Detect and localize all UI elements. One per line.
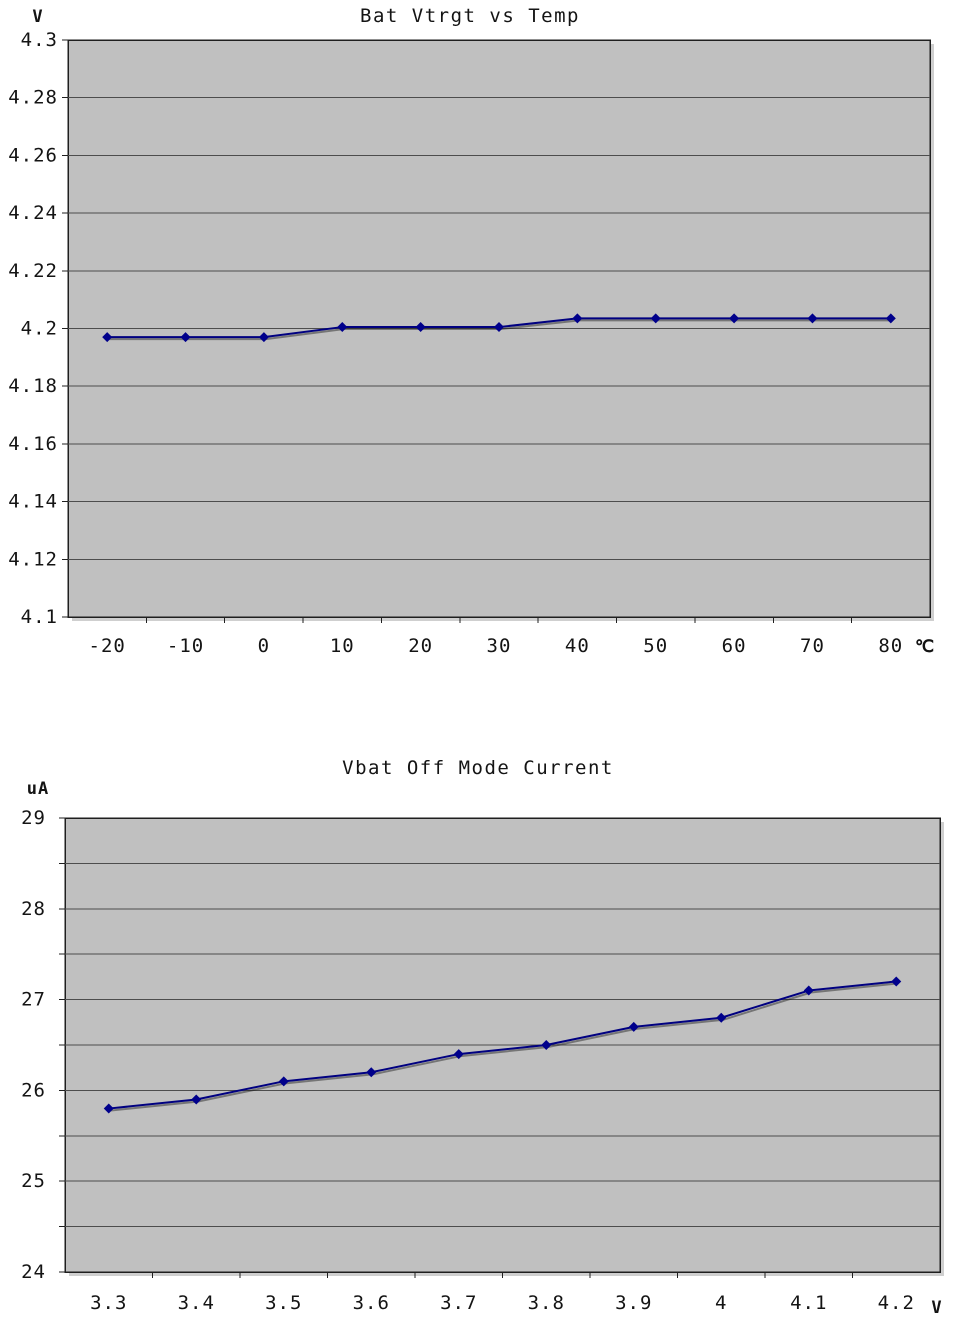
data-point-marker <box>415 322 426 333</box>
data-point-marker <box>803 985 814 996</box>
x-tick-label: 80 <box>878 635 903 657</box>
chart-bat-vtrgt-vs-temp: 4.1 4.12 4.14 4.16 4.18 4.2 4.22 4.24 4.26 4.28 4.… <box>8 5 935 657</box>
data-point-marker <box>572 313 583 324</box>
data-point-marker <box>628 1021 639 1032</box>
x-tick-label: 4.1 <box>790 1292 827 1314</box>
chart-title: Bat Vtrgt vs Temp <box>360 5 580 27</box>
x-tick-label: 4 <box>715 1292 727 1314</box>
x-tick-label: 0 <box>258 635 270 657</box>
data-point-marker <box>180 332 191 343</box>
x-tick-label: 10 <box>330 635 355 657</box>
y-tick-label: 4.24 <box>8 202 58 224</box>
y-unit-label: V <box>32 7 43 27</box>
data-point-marker <box>366 1067 377 1078</box>
plot-layer: 4.1 4.12 4.14 4.16 4.18 4.2 4.22 4.24 4.26 4.28 4.… <box>8 29 934 657</box>
y-tick-label: 4.18 <box>8 375 58 397</box>
bat-vtrgt-chart-canvas: 4.1 4.12 4.14 4.16 4.18 4.2 4.22 4.24 4.26 4.28 4.… <box>8 5 935 657</box>
x-tick-label: 60 <box>722 635 747 657</box>
x-unit-label: V <box>931 1298 942 1318</box>
vbat-off-mode-chart-canvas: 24 25 26 27 28 29 3.3 3.4 3.5 3.6 3.7 3.8 3.9 4 4.1 4.2… <box>21 757 944 1318</box>
x-tick-label: 70 <box>800 635 825 657</box>
x-tick-label: -20 <box>89 635 126 657</box>
x-tick-label: 3.7 <box>440 1292 477 1314</box>
y-tick-label: 4.12 <box>8 548 58 570</box>
data-point-marker <box>191 1094 202 1105</box>
x-tick-label: -10 <box>167 635 204 657</box>
data-point-marker <box>278 1076 289 1087</box>
data-point-marker <box>102 332 113 343</box>
data-point-marker <box>103 1103 114 1114</box>
x-tick-label: 30 <box>487 635 512 657</box>
data-point-marker <box>885 313 896 324</box>
plot-layer: 24 25 26 27 28 29 3.3 3.4 3.5 3.6 3.7 3.8 3.9 4 4.1 4.2 <box>21 807 944 1314</box>
data-point-marker <box>716 1012 727 1023</box>
data-point-marker <box>807 313 818 324</box>
x-tick-label: 3.3 <box>90 1292 127 1314</box>
y-tick-label: 25 <box>21 1170 46 1192</box>
y-tick-label: 4.22 <box>8 260 58 282</box>
data-point-marker <box>453 1049 464 1060</box>
data-point-marker <box>729 313 740 324</box>
y-tick-label: 4.2 <box>21 318 58 340</box>
y-tick-label: 29 <box>21 807 46 829</box>
x-tick-label: 4.2 <box>878 1292 915 1314</box>
series-line-shadow <box>110 982 899 1112</box>
y-tick-label: 4.1 <box>21 606 58 628</box>
x-tick-label: 3.5 <box>265 1292 302 1314</box>
y-tick-label: 24 <box>21 1261 46 1283</box>
x-unit-label: ℃ <box>915 637 935 657</box>
x-tick-label: 40 <box>565 635 590 657</box>
y-tick-label: 27 <box>21 989 46 1011</box>
y-tick-label: 28 <box>21 898 46 920</box>
data-point-marker <box>650 313 661 324</box>
y-tick-label: 4.26 <box>8 144 58 166</box>
data-point-marker <box>337 322 348 333</box>
chart-title: Vbat Off Mode Current <box>342 757 614 779</box>
data-point-marker <box>541 1040 552 1050</box>
y-tick-label: 26 <box>21 1079 46 1101</box>
y-tick-label: 4.3 <box>21 29 58 51</box>
x-tick-label: 50 <box>643 635 668 657</box>
x-tick-label: 3.6 <box>353 1292 390 1314</box>
x-tick-label: 20 <box>408 635 433 657</box>
y-tick-label: 4.28 <box>8 87 58 109</box>
y-tick-label: 4.16 <box>8 433 58 455</box>
chart-vbat-off-mode-current: 24 25 26 27 28 29 3.3 3.4 3.5 3.6 3.7 3.8 3.9 4 4.1 4.2… <box>0 712 953 1324</box>
x-tick-label: 3.4 <box>178 1292 215 1314</box>
y-unit-label: uA <box>27 779 49 799</box>
data-point-marker <box>891 976 902 987</box>
y-tick-label: 4.14 <box>8 491 58 513</box>
series-line <box>108 980 897 1110</box>
data-point-marker <box>258 332 269 343</box>
data-point-marker <box>494 322 504 333</box>
x-tick-label: 3.8 <box>528 1292 565 1314</box>
x-tick-label: 3.9 <box>615 1292 652 1314</box>
